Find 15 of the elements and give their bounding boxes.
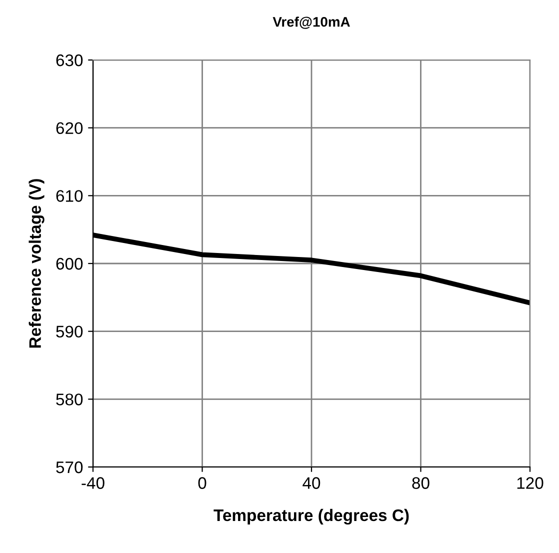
y-tick-label: 610 (56, 190, 83, 202)
x-axis-title: Temperature (degrees C) (214, 508, 409, 525)
x-tick-label: 120 (517, 477, 544, 489)
y-tick-label: 630 (56, 54, 83, 66)
y-tick-label: 590 (56, 326, 83, 338)
y-tick-label: 580 (56, 394, 83, 406)
x-tick-label: -40 (82, 477, 104, 489)
chart-title: Vref@10mA (272, 16, 350, 29)
x-tick-label: 0 (198, 477, 206, 489)
y-tick-label: 600 (56, 258, 83, 270)
y-tick-label: 570 (56, 461, 83, 474)
x-tick-label: 40 (302, 477, 320, 489)
y-axis-title: Reference voltage (V) (28, 179, 44, 348)
x-tick-label: 80 (412, 477, 430, 489)
y-tick-label: 620 (56, 122, 83, 134)
